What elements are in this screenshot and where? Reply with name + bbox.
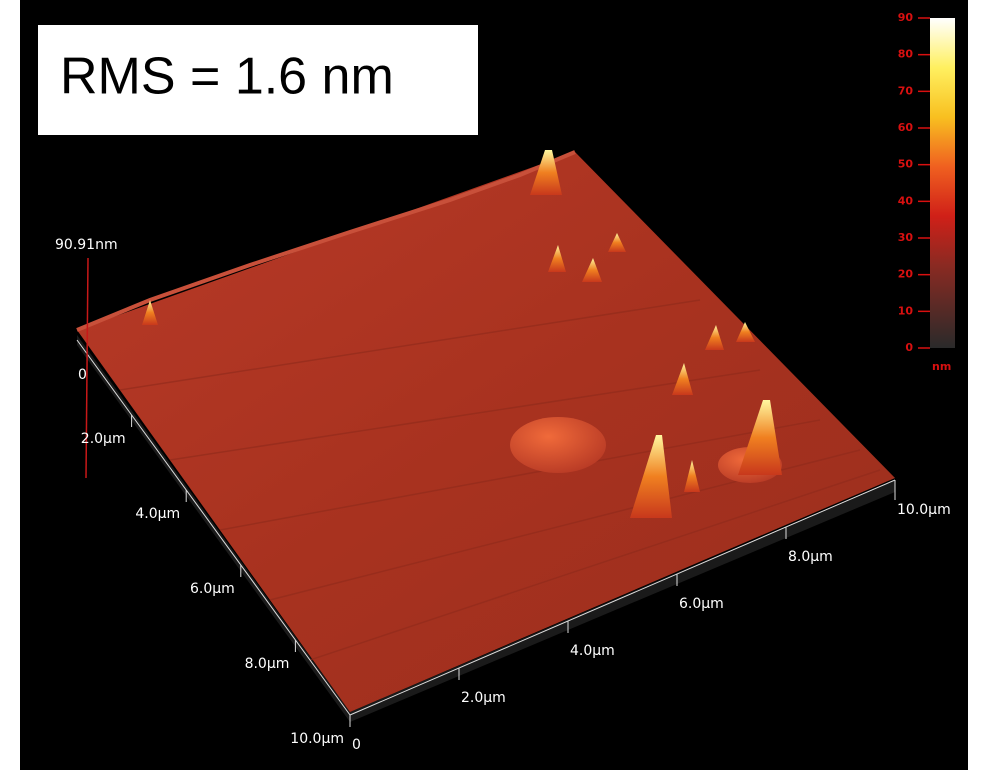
x-tick-label: 4.0µm	[135, 506, 180, 522]
annotation: RMS = 1.6 nm	[60, 48, 394, 106]
y-tick-label: 2.0µm	[461, 690, 506, 706]
particle	[510, 417, 606, 473]
colorbar-tick-label: 80	[898, 48, 914, 61]
colorbar	[930, 18, 955, 348]
colorbar-tick-label: 90	[898, 11, 914, 24]
y-tick-label: 10.0µm	[897, 502, 951, 518]
colorbar-tick-label: 40	[898, 194, 914, 207]
colorbar-tick-label: 30	[898, 231, 914, 244]
x-tick-label: 10.0µm	[290, 731, 344, 747]
z-max-label: 90.91nm	[55, 237, 118, 253]
x-tick-label: 8.0µm	[245, 656, 290, 672]
x-tick-label: 6.0µm	[190, 581, 235, 597]
colorbar-tick-label: 70	[898, 84, 914, 97]
colorbar-tick-label: 50	[898, 158, 914, 171]
colorbar-tick-label: 0	[905, 341, 913, 354]
y-tick-label: 0	[352, 737, 361, 753]
y-tick-label: 4.0µm	[570, 643, 615, 659]
colorbar-tick-label: 20	[898, 268, 914, 281]
colorbar-tick-label: 60	[898, 121, 914, 134]
y-tick-label: 6.0µm	[679, 596, 724, 612]
afm-view: 90.91nm 0 RMS = 1.6 nm nm 2.0µm 4.0µm 6.0µ…	[0, 0, 1008, 770]
y-tick-label: 8.0µm	[788, 549, 833, 565]
colorbar-unit: nm	[932, 360, 951, 373]
x-tick-label: 2.0µm	[81, 431, 126, 447]
z-zero-label: 0	[78, 367, 87, 383]
colorbar-tick-label: 10	[898, 304, 914, 317]
